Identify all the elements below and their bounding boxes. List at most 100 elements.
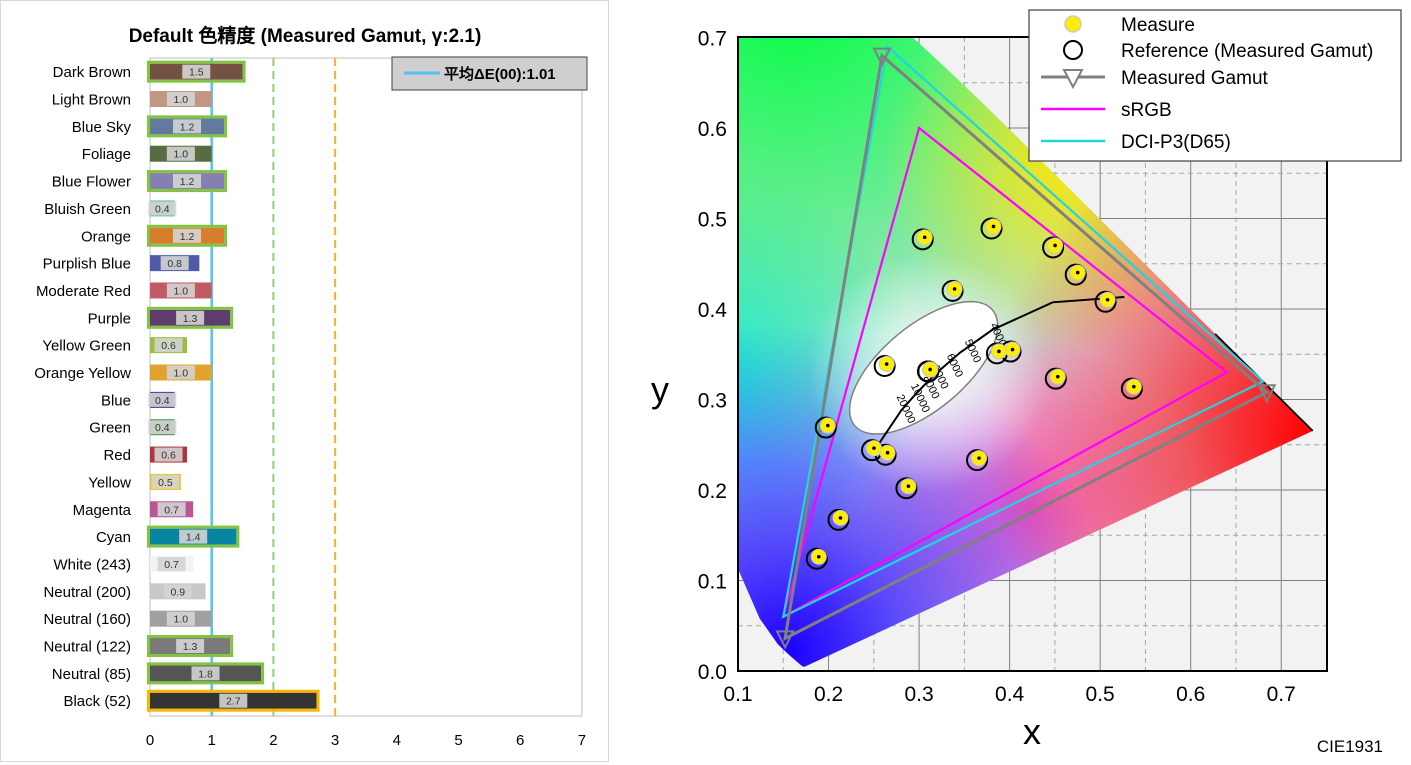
bar-value-label-box [166, 365, 195, 380]
bar-value-label-box [157, 502, 186, 517]
y-tick-label: 0.6 [698, 118, 727, 141]
legend-label: 平均ΔE(00):1.01 [444, 65, 556, 83]
bar-value-label-box [154, 447, 183, 462]
legend-label: Measured Gamut [1121, 68, 1269, 89]
bar-value-label-box [166, 611, 195, 626]
bar-value-label-box [191, 666, 220, 681]
measure-point-center [816, 554, 821, 559]
category-label: Blue [101, 392, 131, 409]
x-tick-label: 7 [578, 732, 586, 749]
legend-box [1028, 9, 1402, 162]
measure-point-center [928, 367, 932, 372]
bar-value-label: 1.3 [183, 641, 198, 653]
reference-point [917, 360, 940, 383]
measure-point-center [872, 446, 876, 450]
delta-e-bar-chart: Default 色精度 (Measured Gamut, γ:2.1) Dark … [0, 0, 609, 762]
reference-point [827, 508, 850, 531]
bar-value-label-box [166, 146, 195, 161]
bar-value-label-box [182, 64, 211, 79]
bar-outline [147, 525, 240, 548]
bar-value-label-box [148, 392, 177, 407]
bar-value-label: 0.7 [164, 504, 179, 516]
y-tick-label: 0.2 [698, 480, 727, 503]
bar-value-label: 0.9 [170, 586, 185, 598]
reference-point [873, 355, 896, 378]
measure-point-center [1010, 347, 1015, 352]
bar-outline [147, 306, 234, 329]
measure-point-center [1105, 297, 1110, 302]
x-tick-label: 0.7 [1267, 683, 1296, 706]
x-tick-label: 4 [393, 732, 401, 749]
measure-point-center [1055, 374, 1060, 379]
cie1931-label: CIE1931 [1317, 737, 1383, 756]
category-label: Foliage [82, 146, 131, 163]
bar-value-label-box [148, 201, 177, 216]
bar-value-label-box [173, 228, 202, 243]
category-label: Black (52) [63, 693, 131, 710]
category-label: Neutral (200) [43, 584, 131, 601]
x-tick-label: 0.1 [723, 683, 752, 706]
category-label: Bluish Green [44, 201, 131, 218]
measure-point-center [922, 235, 927, 240]
gamut-vertex-marker [872, 47, 892, 67]
measured-gamut-triangle [783, 52, 1270, 642]
category-label: Orange [81, 228, 131, 245]
bar-value-label: 1.0 [174, 149, 189, 161]
bar-value-label-box [179, 529, 208, 544]
bar-outline [147, 635, 234, 658]
bar-value-label: 1.4 [186, 532, 201, 544]
bar-value-label: 0.6 [161, 450, 176, 462]
bar-outline [147, 60, 246, 83]
reference-point [895, 477, 918, 500]
x-tick-label: 0.3 [904, 683, 933, 706]
x-tick-label: 5 [454, 732, 462, 749]
category-label: Blue Sky [72, 119, 132, 136]
x-tick-label: 0.6 [1176, 683, 1205, 706]
reference-point [805, 547, 828, 570]
category-label: Light Brown [52, 92, 131, 109]
category-label: Moderate Red [36, 283, 131, 300]
y-axis-label: y [651, 369, 669, 410]
category-label: Yellow [88, 474, 131, 491]
plot-area [149, 57, 583, 717]
reference-point [1042, 236, 1065, 259]
bar-value-label-box [173, 174, 202, 189]
bar-value-label-box [154, 338, 183, 353]
bar-value-label: 1.2 [180, 121, 195, 133]
bar-value-label: 0.4 [155, 422, 170, 434]
bar-outline [147, 170, 228, 193]
bar-value-label: 1.8 [198, 668, 213, 680]
bar-value-label: 0.4 [155, 395, 170, 407]
bar-outline [147, 115, 228, 138]
x-tick-label: 6 [516, 732, 524, 749]
chart-title: Default 色精度 (Measured Gamut, γ:2.1) [129, 24, 482, 47]
category-label: Purplish Blue [43, 256, 131, 273]
bar-outline [147, 662, 265, 685]
srgb-gamut-triangle [781, 126, 1229, 619]
y-tick-label: 0.1 [698, 571, 727, 594]
legend-label: Reference (Measured Gamut) [1121, 41, 1373, 62]
measure-point-center [1075, 270, 1080, 275]
bar-value-label-box [166, 283, 195, 298]
measure-point-center [997, 349, 1001, 354]
category-label: White (243) [53, 556, 131, 573]
bar-value-label-box [160, 256, 189, 271]
bar-value-label: 0.5 [158, 477, 173, 489]
legend-gamut-marker [1062, 69, 1084, 90]
bar-value-label: 0.4 [155, 203, 170, 215]
measure-point-center [991, 224, 996, 229]
bar-value-label: 0.7 [164, 559, 179, 571]
category-label: Green [89, 420, 131, 437]
y-tick-label: 0.3 [698, 390, 727, 413]
reference-point [1064, 263, 1087, 286]
reference-point [1094, 290, 1117, 313]
bar-outline [147, 689, 320, 712]
bar-value-label-box [173, 119, 202, 134]
bar-outline [147, 224, 228, 247]
reference-point [814, 416, 837, 439]
y-tick-label: 0.4 [698, 299, 728, 322]
x-tick-label: 0 [146, 732, 154, 749]
measure-point-center [1053, 243, 1057, 248]
